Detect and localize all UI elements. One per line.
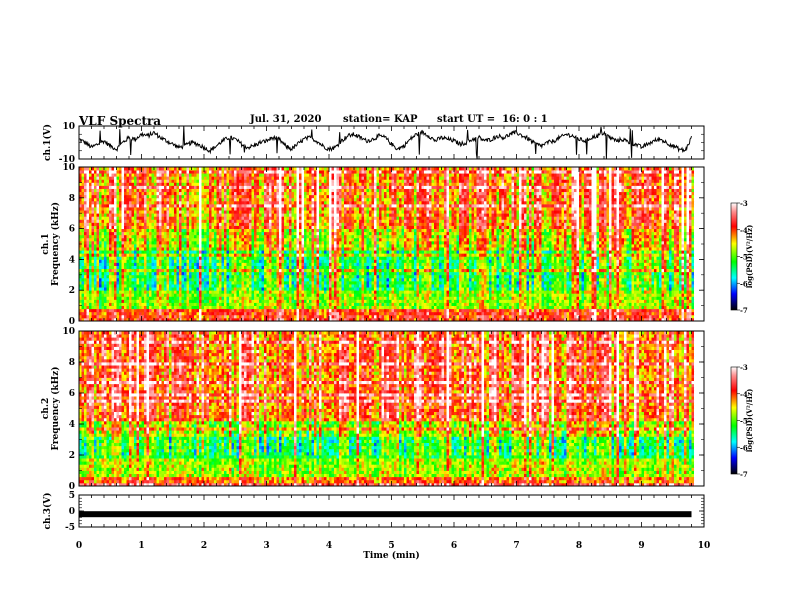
ch2-spec-ylabel-channel: ch.2 <box>41 398 51 419</box>
x-tick-label: 9 <box>638 541 644 551</box>
x-tick-label: 3 <box>263 541 269 551</box>
y-tick-label: 2 <box>69 451 75 461</box>
y-tick-label: 2 <box>69 286 75 296</box>
x-tick-label: 0 <box>76 541 82 551</box>
y-tick-label: 10 <box>62 122 75 132</box>
y-tick-label: -5 <box>65 523 75 533</box>
y-tick-label: 4 <box>69 255 75 265</box>
y-tick-label: 6 <box>69 225 75 235</box>
ch1-colorbar-tick-label: -3 <box>740 199 748 208</box>
ch2-spectrogram <box>79 331 704 486</box>
x-tick-label: 8 <box>576 541 582 551</box>
x-tick-label: 4 <box>326 541 332 551</box>
y-tick-label: 4 <box>69 420 75 430</box>
ch2-spec-ylabel-freq: Frequency (kHz) <box>50 366 61 450</box>
x-tick-label: 5 <box>388 541 394 551</box>
ch1-colorbar-label: log(PSD)(V²/Hz) <box>745 225 754 289</box>
ch1-trace <box>79 126 692 159</box>
y-tick-label: 5 <box>69 491 75 501</box>
y-tick-label: 10 <box>62 327 75 337</box>
ch2-colorbar-tick-label: -3 <box>740 363 748 372</box>
y-tick-label: 0 <box>69 507 75 517</box>
ch3-ylabel: ch.3(V) <box>42 493 53 530</box>
ch1-colorbar-bar <box>731 203 737 310</box>
x-tick-label: 2 <box>201 541 207 551</box>
x-tick-label: 6 <box>451 541 457 551</box>
ch2-colorbar-label: log(PSD)(V²/Hz) <box>745 389 754 453</box>
ch2-colorbar-tick-label: -7 <box>740 470 748 479</box>
y-tick-label: 8 <box>69 358 75 368</box>
ch1-spec-ylabel-channel: ch.1 <box>41 233 51 254</box>
y-tick-label: 8 <box>69 194 75 204</box>
ch1-spectrogram <box>79 167 704 321</box>
x-tick-label: 10 <box>698 541 711 551</box>
vlf-spectra-figure: VLF Spectra Jul. 31, 2020 station= KAP s… <box>0 0 792 612</box>
y-tick-label: 6 <box>69 389 75 399</box>
x-tick-label: 7 <box>513 541 519 551</box>
y-tick-label: 0 <box>69 317 75 327</box>
y-tick-label: 10 <box>62 163 75 173</box>
ch1-ylabel: ch.1(V) <box>42 124 53 161</box>
x-tick-label: 1 <box>138 541 144 551</box>
ch2-colorbar-bar <box>731 367 737 474</box>
x-axis-label: Time (min) <box>363 550 420 561</box>
plot-area: 10-10ch.1(V)0246810ch.1 Frequency (kHz) -3… <box>0 0 792 612</box>
ch1-spec-ylabel-freq: Frequency (kHz) <box>50 202 61 286</box>
ch3-trace <box>79 511 692 517</box>
ch1-colorbar-tick-label: -7 <box>740 306 748 315</box>
